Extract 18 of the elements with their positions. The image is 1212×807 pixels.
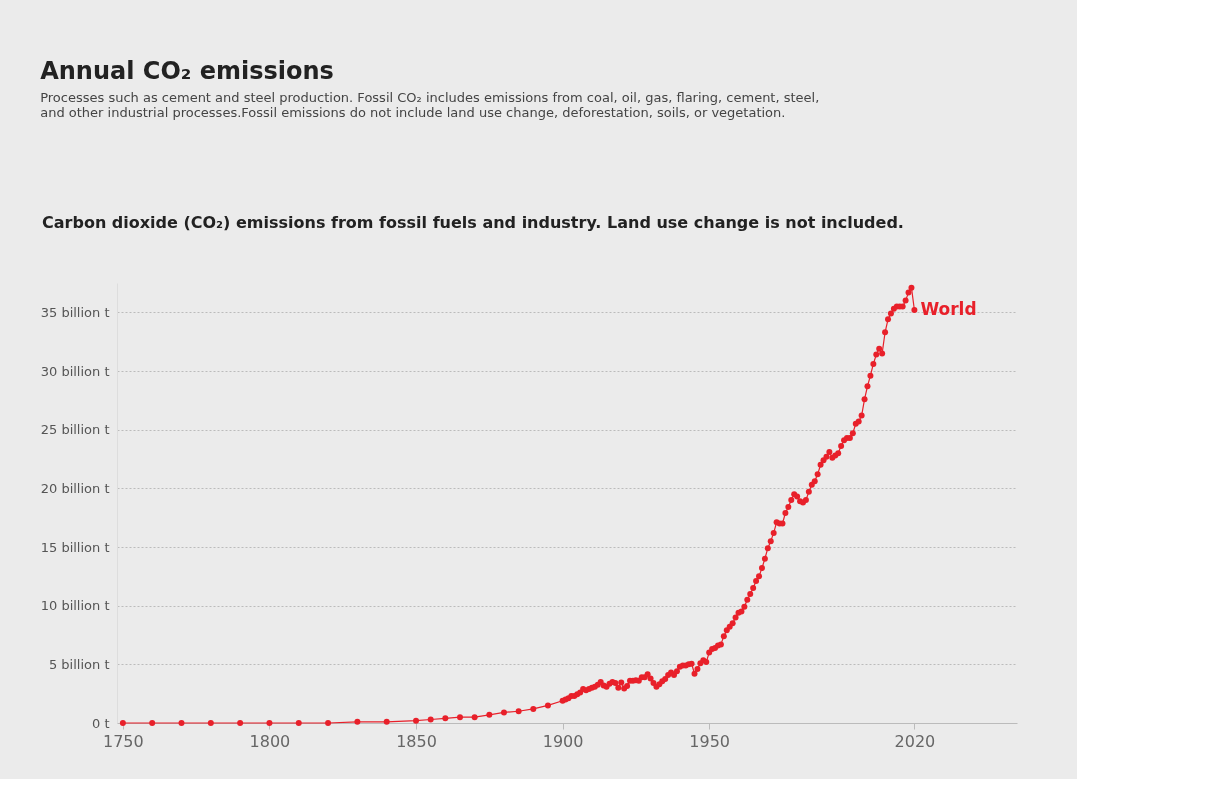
y-tick-label: 35 billion t [40,304,110,320]
x-tick-label: 1950 [689,731,731,751]
text: Carbon dioxide (CO₂) emissions from fossil fuels and industry. Land use change is not included. [42,213,904,232]
y-tick-label: 5 billion t [48,656,110,672]
x-tick-label: 2020 [894,731,936,751]
x-tick-label: 1800 [249,731,291,751]
y-tick-label: 25 billion t [40,422,110,438]
y-tick-label: 0 t [91,715,110,731]
series-label: World [920,298,977,319]
y-tick-label: 30 billion t [40,363,110,379]
chart-subtitle: Processes such as cement and steel production. Fossil CO₂ includes emissions from coal, oil, gas, flaring, cement, steel, and other industrial processes.Fossil emissions do not include land use change, deforestation, soils, or vegetation. [40,90,820,120]
x-tick-label: 1750 [103,731,144,751]
chart-title: Annual CO₂ emissions [40,57,334,85]
y-tick-label: 10 billion t [40,598,110,614]
x-tick-label: 1850 [396,731,437,751]
y-tick-label: 20 billion t [40,480,110,496]
y-tick-label: 15 billion t [40,539,110,555]
x-tick-label: 1900 [542,731,584,751]
